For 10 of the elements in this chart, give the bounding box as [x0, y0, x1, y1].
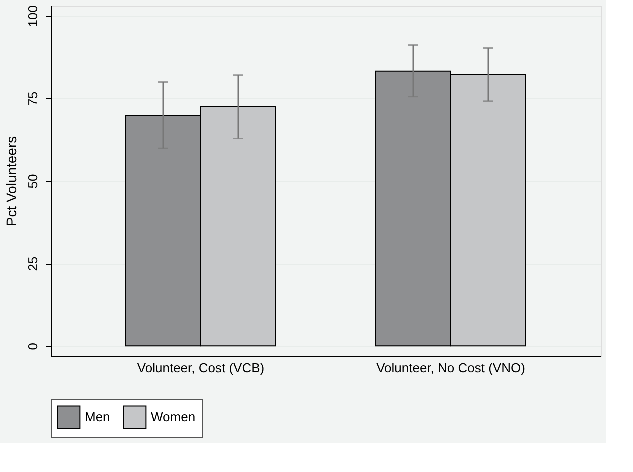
- y-tick-label: 25: [26, 256, 40, 272]
- y-tick-label: 75: [26, 92, 40, 106]
- x-tick-label: Volunteer, Cost (VCB): [137, 360, 265, 376]
- legend-label: Men: [85, 409, 110, 424]
- legend-label: Women: [151, 409, 196, 424]
- y-tick-label: 0: [26, 342, 40, 350]
- y-tick-label: 50: [26, 174, 40, 189]
- x-tick-label: Volunteer, No Cost (VNO): [376, 360, 526, 376]
- y-axis-title: Pct Volunteers: [4, 136, 20, 227]
- y-tick-label: 100: [26, 6, 40, 28]
